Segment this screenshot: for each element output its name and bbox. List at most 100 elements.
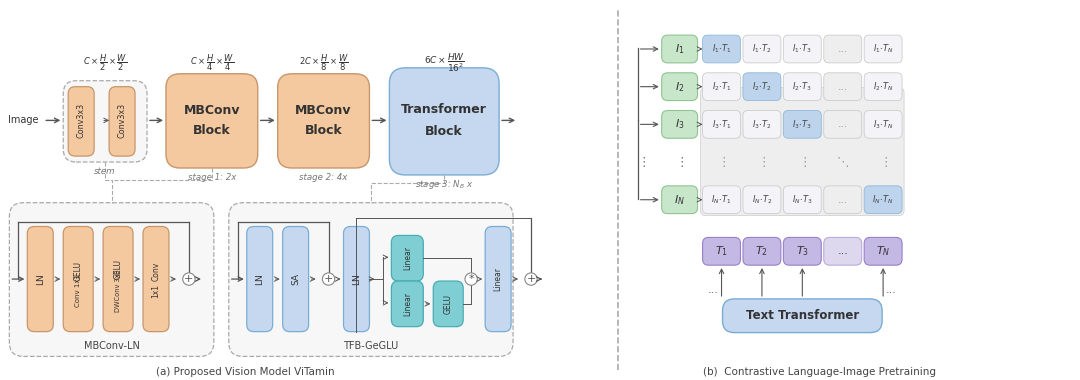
Text: $I_{1}\!\cdot\!T_{1}$: $I_{1}\!\cdot\!T_{1}$ <box>712 43 731 55</box>
Text: $\vdots$: $\vdots$ <box>637 155 646 169</box>
Text: Conv3x3: Conv3x3 <box>77 103 85 138</box>
FancyBboxPatch shape <box>391 281 423 327</box>
FancyBboxPatch shape <box>824 35 862 63</box>
Text: $I_{N}\!\cdot\!T_{2}$: $I_{N}\!\cdot\!T_{2}$ <box>752 193 772 206</box>
Text: $I_{1}\!\cdot\!T_{3}$: $I_{1}\!\cdot\!T_{3}$ <box>793 43 812 55</box>
Text: $2C\times\dfrac{H}{8}\times\dfrac{W}{8}$: $2C\times\dfrac{H}{8}\times\dfrac{W}{8}$ <box>299 52 349 73</box>
FancyBboxPatch shape <box>783 35 821 63</box>
Text: $\vdots$: $\vdots$ <box>675 155 684 169</box>
Text: LN: LN <box>36 273 44 285</box>
Text: stem: stem <box>94 168 116 176</box>
Text: ...: ... <box>838 119 848 129</box>
Text: $I_{3}\!\cdot\!T_{N}$: $I_{3}\!\cdot\!T_{N}$ <box>873 118 893 131</box>
FancyBboxPatch shape <box>824 111 862 138</box>
Text: $I_2$: $I_2$ <box>675 80 685 93</box>
Text: Text Transformer: Text Transformer <box>745 309 859 322</box>
Text: Block: Block <box>426 125 463 138</box>
FancyBboxPatch shape <box>743 186 781 214</box>
FancyBboxPatch shape <box>864 186 902 214</box>
FancyBboxPatch shape <box>662 111 698 138</box>
Text: Conv3x3: Conv3x3 <box>118 103 126 138</box>
Text: Block: Block <box>305 124 342 137</box>
Text: $I_{3}\!\cdot\!T_{3}$: $I_{3}\!\cdot\!T_{3}$ <box>793 118 812 131</box>
FancyBboxPatch shape <box>278 74 369 168</box>
FancyBboxPatch shape <box>864 35 902 63</box>
FancyBboxPatch shape <box>783 73 821 101</box>
FancyBboxPatch shape <box>662 186 698 214</box>
FancyBboxPatch shape <box>824 238 862 265</box>
Text: MBConv-LN: MBConv-LN <box>83 342 139 352</box>
Text: $I_{N}\!\cdot\!T_{1}$: $I_{N}\!\cdot\!T_{1}$ <box>712 193 732 206</box>
FancyBboxPatch shape <box>703 73 741 101</box>
Text: GELU: GELU <box>73 261 83 281</box>
FancyBboxPatch shape <box>743 238 781 265</box>
Text: $T_N$: $T_N$ <box>876 244 890 258</box>
Text: $\vdots$: $\vdots$ <box>798 155 807 169</box>
FancyBboxPatch shape <box>703 238 741 265</box>
FancyBboxPatch shape <box>229 203 513 356</box>
Text: $I_{2}\!\cdot\!T_{3}$: $I_{2}\!\cdot\!T_{3}$ <box>793 81 812 93</box>
Text: $6C\times\dfrac{HW}{16^2}$: $6C\times\dfrac{HW}{16^2}$ <box>423 52 464 74</box>
Circle shape <box>322 273 335 285</box>
Text: GELU: GELU <box>113 259 123 279</box>
FancyBboxPatch shape <box>27 226 53 332</box>
Text: $I_{N}\!\cdot\!T_{N}$: $I_{N}\!\cdot\!T_{N}$ <box>873 193 894 206</box>
Text: Transformer: Transformer <box>402 103 487 116</box>
Text: ...: ... <box>708 285 719 295</box>
FancyBboxPatch shape <box>703 111 741 138</box>
Text: MBConv: MBConv <box>295 105 352 117</box>
Text: ...: ... <box>837 246 848 256</box>
FancyBboxPatch shape <box>783 186 821 214</box>
Text: $C\times\dfrac{H}{4}\times\dfrac{W}{4}$: $C\times\dfrac{H}{4}\times\dfrac{W}{4}$ <box>190 52 234 73</box>
Text: MBConv: MBConv <box>184 105 240 117</box>
FancyBboxPatch shape <box>662 35 698 63</box>
FancyBboxPatch shape <box>433 281 463 327</box>
Text: *: * <box>469 274 474 284</box>
Text: 1x1: 1x1 <box>151 284 161 298</box>
Text: stage 1: 2x: stage 1: 2x <box>188 173 237 182</box>
Text: $I_{1}\!\cdot\!T_{N}$: $I_{1}\!\cdot\!T_{N}$ <box>873 43 893 55</box>
FancyBboxPatch shape <box>701 88 904 215</box>
Text: ...: ... <box>838 195 848 205</box>
Text: $I_{2}\!\cdot\!T_{1}$: $I_{2}\!\cdot\!T_{1}$ <box>712 81 731 93</box>
FancyBboxPatch shape <box>246 226 272 332</box>
Text: $I_{1}\!\cdot\!T_{2}$: $I_{1}\!\cdot\!T_{2}$ <box>752 43 772 55</box>
FancyBboxPatch shape <box>864 73 902 101</box>
Text: TFB-GeGLU: TFB-GeGLU <box>343 342 399 352</box>
Text: Linear: Linear <box>403 246 411 270</box>
Text: ...: ... <box>838 82 848 92</box>
Text: Linear: Linear <box>403 292 411 316</box>
Text: +: + <box>324 274 334 284</box>
Text: $\vdots$: $\vdots$ <box>879 155 888 169</box>
Text: ...: ... <box>886 285 896 295</box>
FancyBboxPatch shape <box>166 74 258 168</box>
Text: (a) Proposed Vision Model ViTamin: (a) Proposed Vision Model ViTamin <box>157 367 335 377</box>
FancyBboxPatch shape <box>64 81 147 162</box>
Text: $I_{2}\!\cdot\!T_{2}$: $I_{2}\!\cdot\!T_{2}$ <box>752 81 772 93</box>
Text: $I_3$: $I_3$ <box>675 117 685 131</box>
Text: Block: Block <box>193 124 231 137</box>
FancyBboxPatch shape <box>824 186 862 214</box>
Text: LN: LN <box>255 273 265 285</box>
Text: Image: Image <box>8 116 39 125</box>
FancyBboxPatch shape <box>783 111 821 138</box>
Text: stage 2: 4x: stage 2: 4x <box>299 173 348 182</box>
Text: $T_1$: $T_1$ <box>715 244 728 258</box>
FancyBboxPatch shape <box>864 238 902 265</box>
FancyBboxPatch shape <box>743 73 781 101</box>
Text: SA: SA <box>292 273 300 285</box>
Circle shape <box>525 273 537 285</box>
Text: $T_2$: $T_2$ <box>755 244 768 258</box>
Text: $I_{N}\!\cdot\!T_{3}$: $I_{N}\!\cdot\!T_{3}$ <box>792 193 812 206</box>
FancyBboxPatch shape <box>343 226 369 332</box>
Text: $I_1$: $I_1$ <box>675 42 685 56</box>
FancyBboxPatch shape <box>143 226 168 332</box>
FancyBboxPatch shape <box>662 73 698 101</box>
FancyBboxPatch shape <box>391 236 423 281</box>
Text: (b)  Contrastive Language-Image Pretraining: (b) Contrastive Language-Image Pretraini… <box>703 367 935 377</box>
FancyBboxPatch shape <box>703 186 741 214</box>
Text: GELU: GELU <box>444 294 453 314</box>
Text: $\ddots$: $\ddots$ <box>836 155 849 169</box>
FancyBboxPatch shape <box>10 203 214 356</box>
Circle shape <box>183 273 195 285</box>
